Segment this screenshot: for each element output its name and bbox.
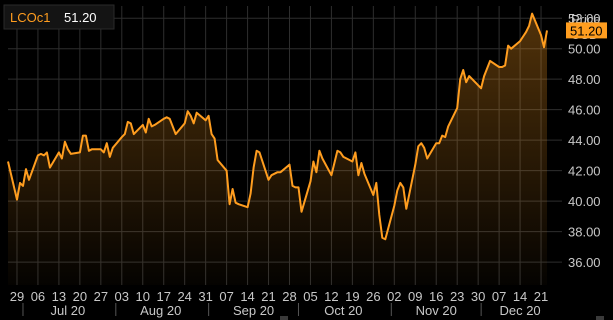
- y-axis: 36.00 38.00 40.00 42.00 44.00 46.00 48.00 50.00…: [568, 11, 601, 270]
- x-tick-label: 31: [198, 289, 212, 304]
- x-tick-label: 27: [94, 289, 108, 304]
- x-tick-label: 26: [366, 289, 380, 304]
- header-box: [3, 4, 115, 30]
- month-label: Jul 20: [51, 303, 86, 318]
- last-price-tag-label: 51.20: [570, 23, 603, 38]
- x-tick-label: 30: [471, 289, 485, 304]
- month-label: Sep 20: [233, 303, 274, 318]
- y-tick-label: 44.00: [568, 133, 601, 148]
- x-tick-label: 02: [387, 289, 401, 304]
- scroll-marker-right[interactable]: [596, 316, 604, 320]
- x-tick-label: 16: [429, 289, 443, 304]
- x-tick-label: 20: [73, 289, 87, 304]
- x-tick-label: 09: [408, 289, 422, 304]
- x-tick-label: 29: [10, 289, 24, 304]
- x-tick-label: 24: [177, 289, 191, 304]
- month-label: Oct 20: [324, 303, 362, 318]
- x-tick-label: 17: [156, 289, 170, 304]
- price-area-fill: [8, 13, 547, 285]
- y-tick-label: 42.00: [568, 164, 601, 179]
- scroll-marker-left[interactable]: [280, 316, 288, 320]
- x-tick-label: 14: [240, 289, 254, 304]
- x-tick-label: 10: [136, 289, 150, 304]
- x-tick-label: 19: [345, 289, 359, 304]
- month-label: Aug 20: [140, 303, 181, 318]
- x-tick-label: 23: [450, 289, 464, 304]
- x-tick-label: 07: [492, 289, 506, 304]
- area-layer: [7, 12, 548, 285]
- y-tick-label: 38.00: [568, 225, 601, 240]
- x-tick-label: 28: [282, 289, 296, 304]
- x-tick-label: 13: [52, 289, 66, 304]
- ric-label: LCOc1: [10, 10, 50, 25]
- price-line: [7, 12, 548, 241]
- last-price-header: 51.20: [64, 10, 97, 25]
- x-tick-label: 06: [31, 289, 45, 304]
- month-label: Dec 20: [499, 303, 540, 318]
- y-tick-label: 36.00: [568, 255, 601, 270]
- x-tick-label: 05: [303, 289, 317, 304]
- x-tick-label: 07: [219, 289, 233, 304]
- x-tick-label: 03: [115, 289, 129, 304]
- y-tick-label: 46.00: [568, 103, 601, 118]
- x-tick-label: 12: [324, 289, 338, 304]
- y-tick-label: 50.00: [568, 42, 601, 57]
- x-tick-label: 21: [261, 289, 275, 304]
- x-axis: 29 06 13 20 27 03 10 17 24 31 07 14 21 28 05 12 19 26 02 09…: [10, 289, 549, 318]
- x-tick-label: 21: [534, 289, 548, 304]
- y-tick-label: 40.00: [568, 194, 601, 209]
- month-label: Nov 20: [416, 303, 457, 318]
- last-price-tag: [566, 22, 607, 39]
- x-tick-label: 14: [513, 289, 527, 304]
- y-tick-label: 48.00: [568, 72, 601, 87]
